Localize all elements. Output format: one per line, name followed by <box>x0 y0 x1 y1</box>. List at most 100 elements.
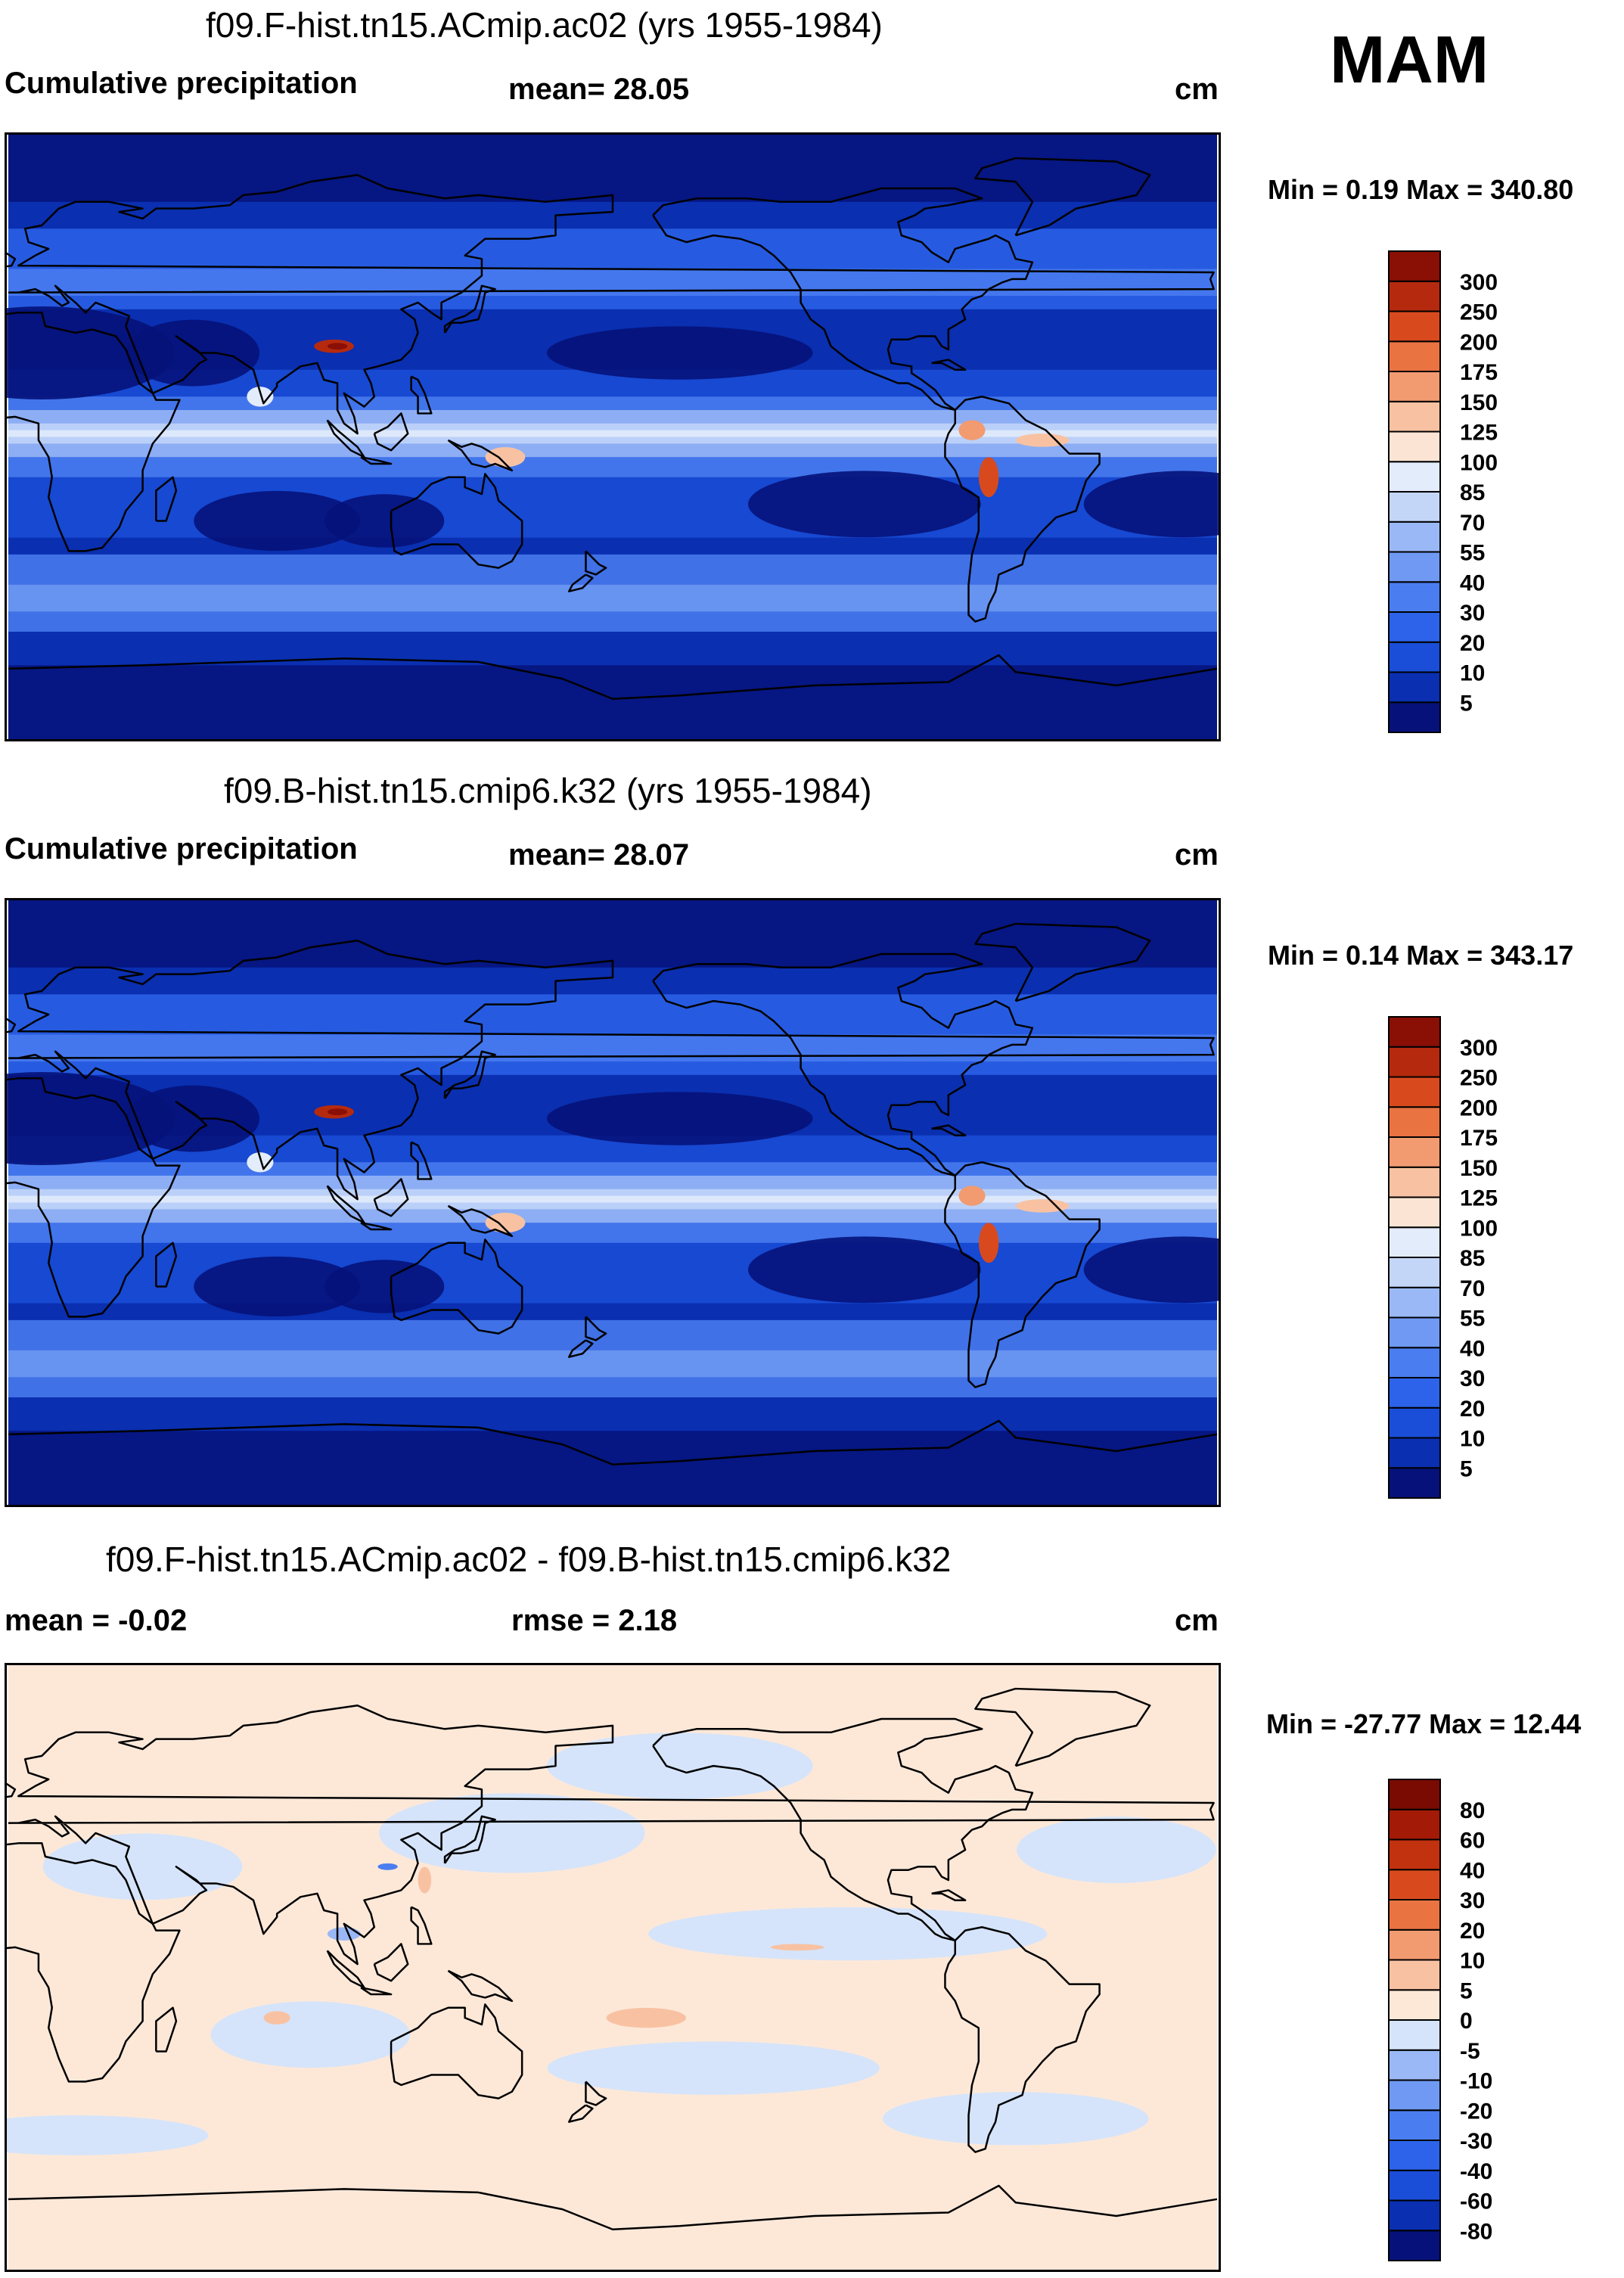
coastline <box>390 473 523 569</box>
colorbar-swatch <box>1388 611 1441 643</box>
panel-3-title: f09.F-hist.tn15.ACmip.ac02 - f09.B-hist.… <box>106 1540 952 1579</box>
colorbar-label: 150 <box>1460 390 1498 415</box>
coastline <box>568 2104 594 2123</box>
coastline <box>931 1889 967 1901</box>
dry-region <box>748 1236 981 1304</box>
coastline <box>944 1161 1101 1388</box>
negative-anomaly <box>547 2041 880 2095</box>
panel-2-minmax: Min = 0.14 Max = 343.17 <box>1268 940 1574 971</box>
colorbar-swatch <box>1388 2109 1441 2141</box>
colorbar-swatch <box>1388 2230 1441 2261</box>
coastline <box>7 1842 181 2083</box>
negative-anomaly <box>42 1833 243 1900</box>
colorbar-swatch <box>1388 491 1441 523</box>
colorbar-swatch <box>1388 521 1441 553</box>
colorbar-swatch <box>1388 581 1441 613</box>
coastline <box>7 1782 17 1798</box>
precip-band <box>8 665 1217 739</box>
wet-hotspot <box>978 457 999 498</box>
colorbar-label: 5 <box>1460 691 1473 716</box>
wet-hotspot <box>958 1186 986 1206</box>
dry-region <box>1083 1236 1219 1304</box>
coastline <box>443 284 496 334</box>
colorbar-swatch <box>1388 2019 1441 2051</box>
colorbar-swatch <box>1388 1406 1441 1439</box>
negative-anomaly <box>379 1793 645 1873</box>
coastline <box>447 439 514 472</box>
wet-hotspot <box>247 387 274 407</box>
wet-hotspot <box>1016 434 1070 447</box>
colorbar-label: 70 <box>1460 511 1485 536</box>
colorbar-swatch <box>1388 1046 1441 1078</box>
coastline <box>447 1204 514 1238</box>
dry-region <box>7 1072 175 1166</box>
colorbar-swatch <box>1388 371 1441 402</box>
colorbar-swatch <box>1388 1166 1441 1198</box>
panel-1-units-label: cm <box>1175 73 1219 106</box>
coastline <box>585 2081 607 2106</box>
coastline <box>8 173 1215 435</box>
coastline <box>8 1419 1218 1466</box>
colorbar-swatch <box>1388 2049 1441 2081</box>
colorbar-swatch <box>1388 250 1441 282</box>
colorbar-swatch <box>1388 1467 1441 1499</box>
colorbar-swatch <box>1388 1437 1441 1469</box>
colorbar-label: 20 <box>1460 631 1485 656</box>
coastline <box>568 1339 594 1358</box>
colorbar-swatch <box>1388 1869 1441 1900</box>
panel-1-map-svg <box>7 135 1219 739</box>
anomaly-spot <box>377 1863 398 1870</box>
panel-3-units-label: cm <box>1175 1604 1219 1637</box>
colorbar-label: 100 <box>1460 450 1498 475</box>
precip-band <box>8 900 1217 968</box>
coastline <box>373 412 409 452</box>
colorbar-swatch <box>1388 1347 1441 1378</box>
coastline <box>974 157 1151 237</box>
colorbar-label: 5 <box>1460 1978 1473 2003</box>
coastline <box>944 1926 1101 2153</box>
colorbar-swatch <box>1388 2199 1441 2232</box>
panel-2-units-label: cm <box>1175 838 1219 872</box>
dry-region <box>547 1092 813 1145</box>
colorbar-swatch <box>1388 1257 1441 1288</box>
colorbar-swatch <box>1388 1286 1441 1319</box>
colorbar-label: 100 <box>1460 1216 1498 1241</box>
wet-hotspot <box>327 343 348 350</box>
colorbar-label: 125 <box>1460 1186 1498 1211</box>
dry-region <box>126 1085 259 1152</box>
colorbar-swatch <box>1388 641 1441 673</box>
colorbar-swatch <box>1388 1989 1441 2021</box>
colorbar-label: 150 <box>1460 1156 1498 1181</box>
colorbar-swatch <box>1388 310 1441 343</box>
panel-2-variable-label: Cumulative precipitation <box>5 832 358 866</box>
colorbar-label: 70 <box>1460 1276 1485 1301</box>
panel-2-map-svg <box>7 900 1219 1505</box>
colorbar-label: -80 <box>1460 2219 1492 2244</box>
colorbar-swatch <box>1388 1316 1441 1349</box>
colorbar-label: 175 <box>1460 360 1498 385</box>
panel-1-minmax: Min = 0.19 Max = 340.80 <box>1268 174 1574 205</box>
coastline <box>652 187 1034 412</box>
colorbar-label: 40 <box>1460 1336 1485 1361</box>
colorbar-swatch <box>1388 1136 1441 1168</box>
coastline <box>8 939 1215 1201</box>
colorbar-label: 60 <box>1460 1829 1485 1854</box>
wet-hotspot <box>958 420 986 440</box>
coastline <box>931 359 967 371</box>
colorbar-label: -20 <box>1460 2099 1492 2124</box>
precip-band <box>8 135 1217 202</box>
colorbar-label: 55 <box>1460 1307 1485 1332</box>
colorbar-label: 80 <box>1460 1798 1485 1823</box>
panel-3-map <box>5 1663 1221 2272</box>
wet-hotspot <box>485 1212 526 1233</box>
coastline <box>443 1815 496 1864</box>
colorbar-svg: -80 -60 -40 -30 -20 -10 -5 0 5 10 20 30 40 60 80 <box>1388 1779 1492 2261</box>
anomaly-spot <box>606 2007 687 2028</box>
colorbar-label: 0 <box>1460 2009 1473 2034</box>
colorbar-swatch <box>1388 2079 1441 2112</box>
colorbar-swatch <box>1388 1106 1441 1138</box>
coastline <box>585 1316 607 1341</box>
colorbar-swatch <box>1388 1377 1441 1409</box>
colorbar-label: -10 <box>1460 2069 1492 2094</box>
coastline <box>390 1238 523 1335</box>
